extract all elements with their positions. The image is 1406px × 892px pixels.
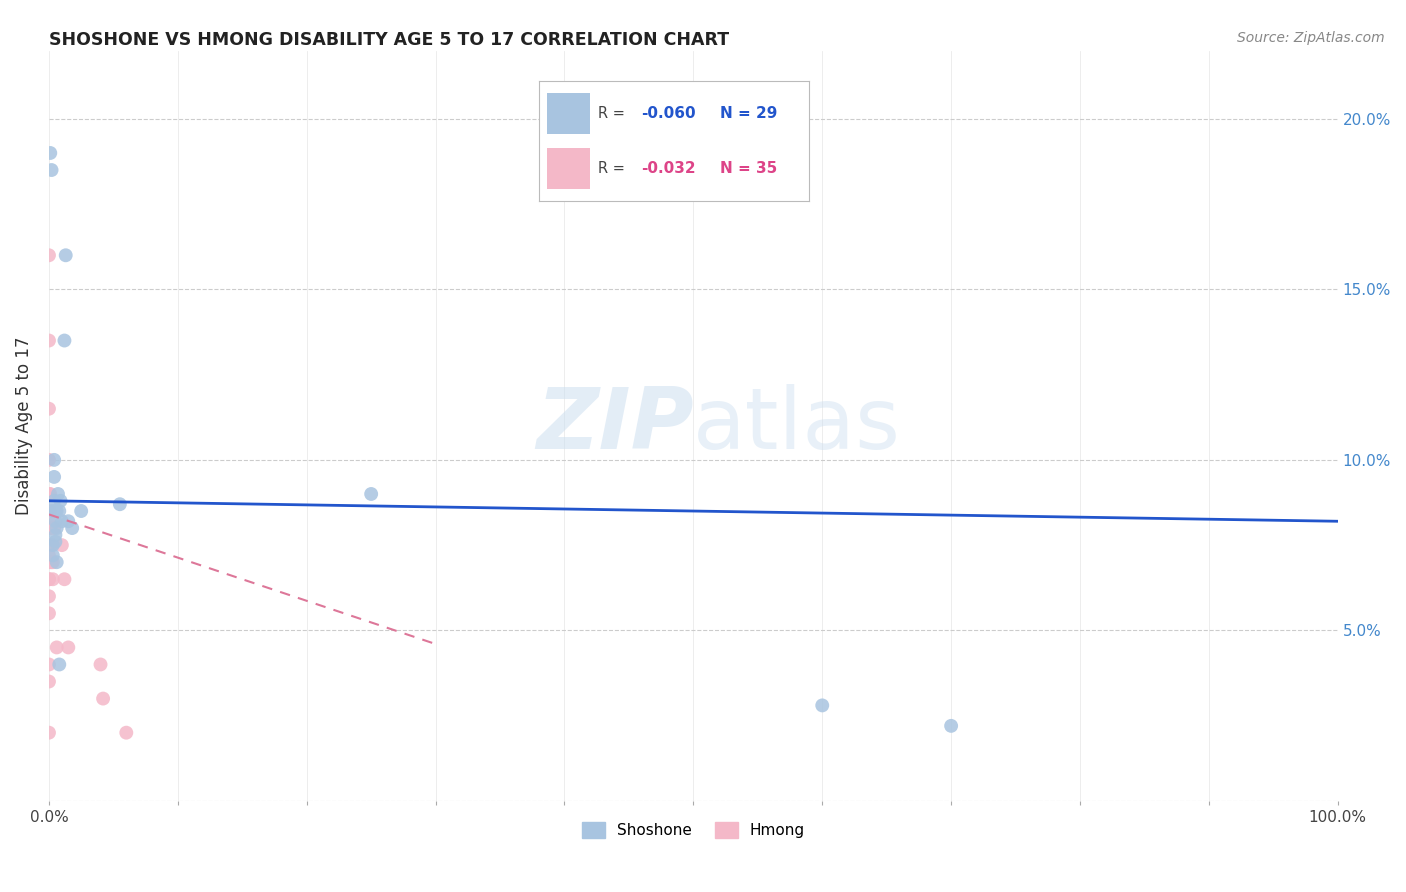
Point [108, 497, 131, 511]
Point [45, 521, 67, 535]
Point [38, 514, 60, 528]
Point [38, 549, 60, 563]
Point [45, 504, 67, 518]
Point [39, 504, 62, 518]
Point [49, 493, 72, 508]
Text: SHOSHONE VS HMONG DISABILITY AGE 5 TO 17 CORRELATION CHART: SHOSHONE VS HMONG DISABILITY AGE 5 TO 17… [49, 31, 730, 49]
Point [70, 504, 93, 518]
Point [939, 719, 962, 733]
Point [42, 549, 65, 563]
Point [53, 334, 76, 348]
Point [39, 555, 62, 569]
Point [38, 538, 60, 552]
Point [46, 487, 69, 501]
Point [42, 538, 65, 552]
Point [42, 504, 65, 518]
Point [360, 487, 382, 501]
Point [38, 538, 60, 552]
Point [38, 657, 60, 672]
Point [41, 555, 63, 569]
Point [51, 514, 73, 528]
Point [60, 521, 83, 535]
Point [38, 589, 60, 603]
Text: Source: ZipAtlas.com: Source: ZipAtlas.com [1237, 31, 1385, 45]
Point [44, 528, 66, 542]
Point [51, 538, 73, 552]
Text: atlas: atlas [693, 384, 901, 467]
Point [38, 607, 60, 621]
Point [42, 572, 65, 586]
Point [89, 657, 111, 672]
Point [58, 640, 80, 655]
Point [44, 514, 66, 528]
Point [38, 504, 60, 518]
Point [38, 334, 60, 348]
Point [45, 555, 67, 569]
Text: ZIP: ZIP [536, 384, 693, 467]
Legend: Shoshone, Hmong: Shoshone, Hmong [574, 814, 813, 846]
Y-axis label: Disability Age 5 to 17: Disability Age 5 to 17 [15, 336, 32, 515]
Point [42, 521, 65, 535]
Point [42, 470, 65, 484]
Point [39, 521, 62, 535]
Point [38, 248, 60, 262]
Point [115, 725, 138, 739]
Point [811, 698, 834, 713]
Point [38, 521, 60, 535]
Point [91, 691, 114, 706]
Point [39, 146, 62, 161]
Point [53, 572, 76, 586]
Point [44, 504, 66, 518]
Point [38, 401, 60, 416]
Point [48, 657, 70, 672]
Point [48, 504, 70, 518]
Point [38, 674, 60, 689]
Point [41, 538, 63, 552]
Point [42, 555, 65, 569]
Point [42, 453, 65, 467]
Point [38, 555, 60, 569]
Point [58, 514, 80, 528]
Point [38, 453, 60, 467]
Point [41, 163, 63, 178]
Point [39, 487, 62, 501]
Point [38, 487, 60, 501]
Point [44, 534, 66, 549]
Point [38, 572, 60, 586]
Point [38, 725, 60, 739]
Point [38, 572, 60, 586]
Point [42, 493, 65, 508]
Point [55, 248, 77, 262]
Point [45, 640, 67, 655]
